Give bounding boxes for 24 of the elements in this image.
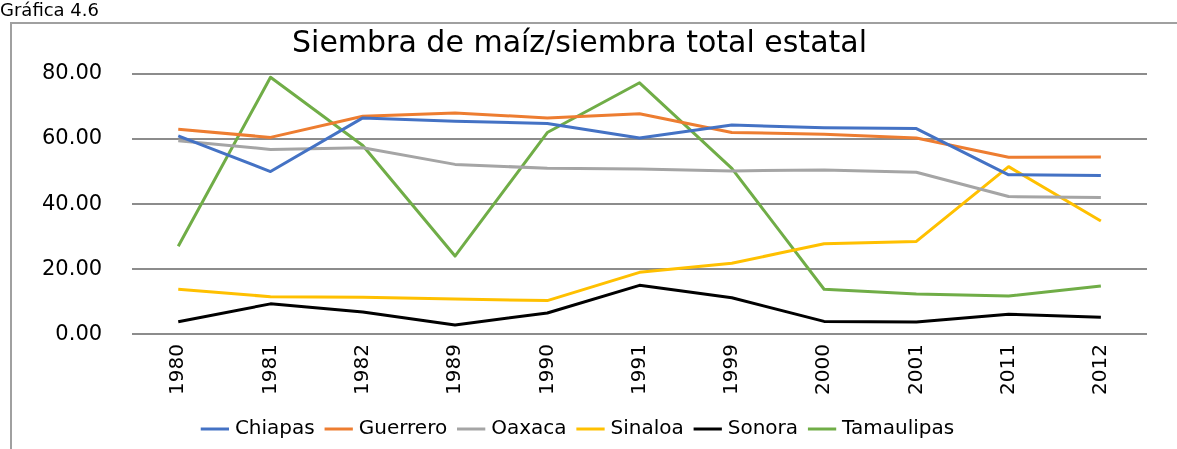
legend-label: Sonora bbox=[727, 415, 799, 440]
x-tick-label: 2012 bbox=[1087, 344, 1112, 396]
x-tick-label: 1989 bbox=[441, 344, 466, 396]
legend-label: Guerrero bbox=[358, 415, 448, 440]
y-tick-label: 0.00 bbox=[55, 320, 103, 345]
x-tick-label: 1981 bbox=[256, 344, 281, 396]
legend-label: Sinaloa bbox=[610, 415, 684, 440]
x-tick-label: 2011 bbox=[994, 344, 1019, 396]
text: Gráfica 4.6 bbox=[0, 0, 99, 20]
y-tick-label: 20.00 bbox=[41, 255, 103, 280]
chart-title: Siembra de maíz/siembra total estatal bbox=[292, 23, 867, 59]
legend-label: Oaxaca bbox=[491, 415, 567, 440]
legend-label: Tamaulipas bbox=[841, 415, 955, 440]
x-tick-label: 1990 bbox=[533, 344, 558, 396]
x-tick-label: 1991 bbox=[625, 344, 650, 396]
x-tick-label: 2001 bbox=[902, 344, 927, 396]
y-tick-label: 80.00 bbox=[41, 60, 103, 85]
y-tick-label: 40.00 bbox=[41, 190, 103, 215]
y-tick-label: 60.00 bbox=[41, 125, 103, 150]
x-tick-label: 1999 bbox=[718, 344, 743, 396]
legend-label: Chiapas bbox=[234, 415, 315, 440]
x-tick-label: 1980 bbox=[164, 344, 189, 396]
x-tick-label: 2000 bbox=[810, 344, 835, 396]
x-tick-label: 1982 bbox=[348, 344, 373, 396]
